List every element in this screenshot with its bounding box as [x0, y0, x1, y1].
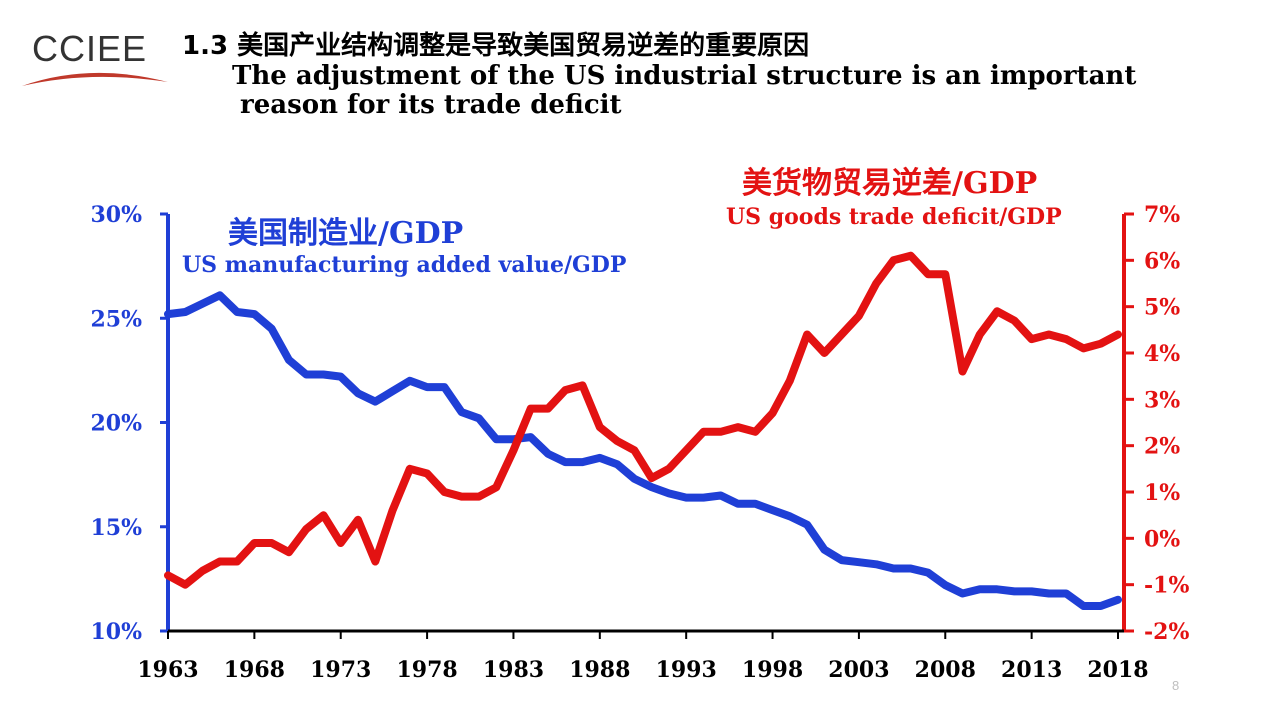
title-chinese: 1.3 美国产业结构调整是导致美国贸易逆差的重要原因: [182, 31, 810, 61]
left-axis-tick-label: 15%: [90, 515, 142, 541]
left-axis-tick-label: 20%: [90, 411, 142, 437]
series-label-manufacturing-en: US manufacturing added value/GDP: [182, 252, 627, 278]
x-axis-tick-label: 2018: [1087, 657, 1148, 683]
left-axis-tick-label: 25%: [90, 306, 142, 332]
cciee-logo: CCIEE: [20, 26, 170, 96]
x-axis-tick-label: 1973: [310, 657, 371, 683]
right-axis-tick-label: 1%: [1144, 480, 1180, 506]
right-y-axis: -2% -1% 0% 1% 2% 3% 4% 5% 6% 7%: [1122, 202, 1189, 645]
right-axis-tick-label: 0%: [1144, 526, 1180, 552]
x-axis: 1963 1968 1973 1978 1983 1988 1993 1998 2003 2008…: [137, 629, 1149, 683]
right-axis-tick-label: 7%: [1144, 202, 1180, 228]
x-axis-tick-label: 2008: [915, 657, 976, 683]
right-axis-tick-label: 2%: [1144, 434, 1180, 460]
series-layer: [164, 251, 1122, 610]
x-axis-tick-label: 1963: [137, 657, 198, 683]
right-axis-tick-label: 5%: [1144, 295, 1180, 321]
right-axis-tick-label: -1%: [1144, 573, 1189, 599]
series-label-manufacturing-cn: 美国制造业/GDP: [228, 216, 464, 251]
x-axis-tick-label: 1968: [224, 657, 285, 683]
left-y-axis: 10% 15% 20% 25% 30%: [90, 202, 170, 645]
right-axis-tick-label: 3%: [1144, 387, 1180, 413]
logo-text: CCIEE: [32, 28, 148, 69]
page-number: 8: [1172, 678, 1180, 693]
series-line-manufacturing: [164, 291, 1122, 610]
x-axis-tick-label: 1988: [569, 657, 630, 683]
x-axis-tick-label: 2003: [828, 657, 889, 683]
right-axis-tick-label: 4%: [1144, 341, 1180, 367]
logo-swoosh-icon: [22, 72, 168, 86]
right-axis-tick-label: 6%: [1144, 248, 1180, 274]
x-axis-tick-label: 1998: [742, 657, 803, 683]
series-label-trade-deficit-en: US goods trade deficit/GDP: [726, 204, 1062, 230]
x-axis-tick-label: 2013: [1001, 657, 1062, 683]
slide-title: 1.3 美国产业结构调整是导致美国贸易逆差的重要原因 The adjustmen…: [182, 30, 1136, 120]
x-axis-tick-label: 1993: [656, 657, 717, 683]
left-axis-tick-label: 30%: [90, 202, 142, 228]
left-axis-tick-label: 10%: [90, 619, 142, 645]
x-axis-tick-label: 1983: [483, 657, 544, 683]
title-english-line2: reason for its trade deficit: [240, 90, 622, 120]
series-label-trade-deficit-cn: 美货物贸易逆差/GDP: [742, 166, 1038, 201]
x-axis-tick-label: 1978: [396, 657, 457, 683]
right-axis-tick-label: -2%: [1144, 619, 1189, 645]
series-line-trade-deficit: [164, 251, 1122, 589]
title-english-line1: The adjustment of the US industrial stru…: [232, 61, 1137, 91]
